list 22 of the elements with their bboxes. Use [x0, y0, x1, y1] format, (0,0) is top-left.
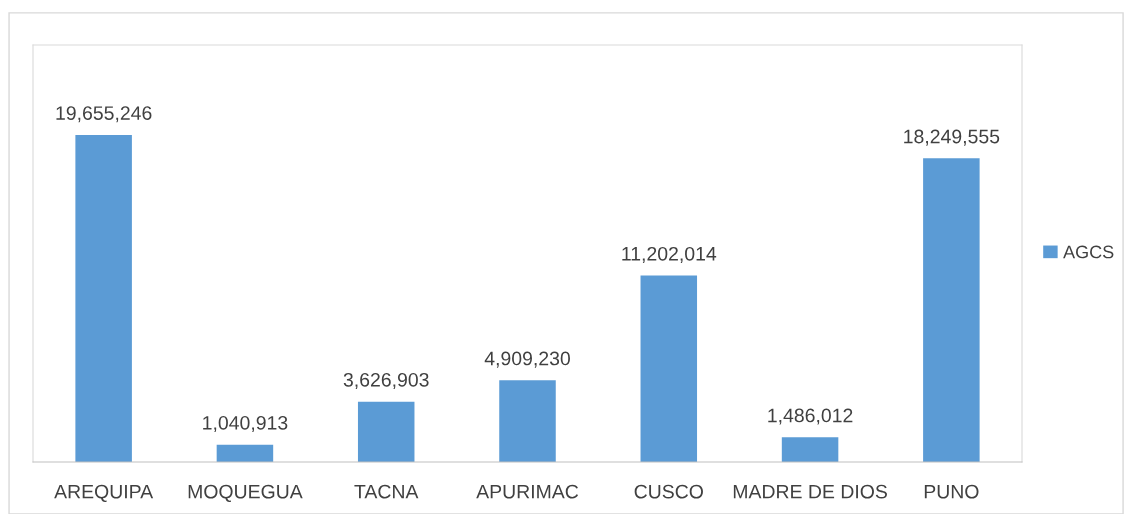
x-tick-label: PUNO [924, 484, 979, 499]
bar [640, 275, 698, 462]
data-label: 4,909,230 [484, 351, 570, 368]
data-label: 11,202,014 [622, 246, 717, 263]
x-tick-label: MADRE DE DIOS [733, 484, 887, 499]
x-tick-label: APURIMAC [476, 484, 579, 499]
data-label: 1,486,012 [768, 408, 853, 425]
data-label: 3,626,903 [343, 372, 429, 389]
x-tick-label: CUSCO [634, 484, 703, 499]
x-tick-label: TACNA [354, 484, 419, 499]
bar [216, 444, 274, 462]
legend-label: AGCS [1063, 245, 1114, 259]
data-label: 1,040,913 [203, 415, 288, 433]
x-tick-label: AREQUIPA [54, 484, 154, 502]
data-label: 19,655,246 [56, 106, 152, 123]
bar [499, 380, 556, 462]
bar [357, 401, 415, 462]
bar [75, 134, 132, 462]
bar [781, 437, 839, 462]
bar [923, 158, 980, 462]
data-label: 18,249,555 [904, 129, 1000, 146]
x-tick-label: MOQUEGUA [188, 484, 303, 502]
